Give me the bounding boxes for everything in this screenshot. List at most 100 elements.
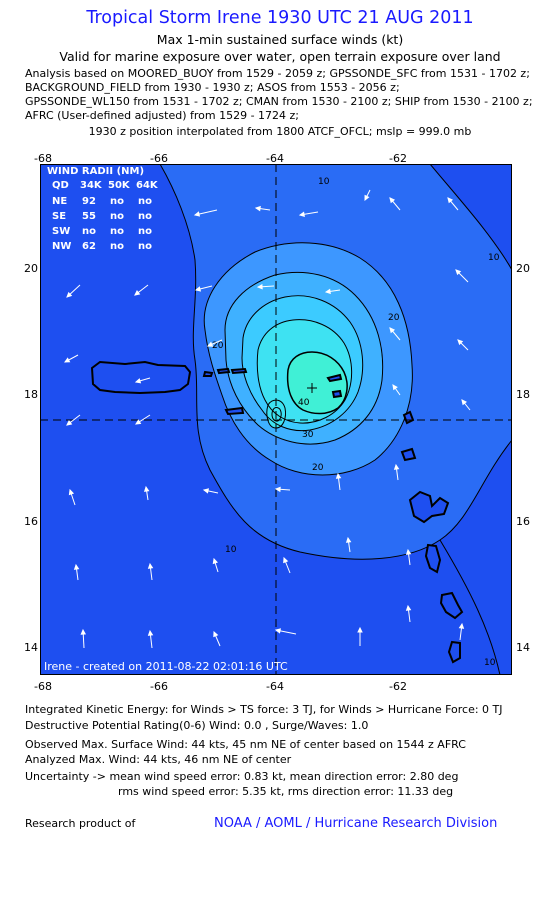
wind-arrow-head	[461, 399, 467, 406]
st-martin-outline	[331, 389, 343, 399]
lon-tick-bottom: -64	[266, 680, 284, 693]
lat-tick-left: 20	[24, 262, 38, 275]
wind-radii-col: QD	[52, 180, 69, 191]
contour-label: 10	[484, 658, 496, 668]
wind-arrow-head	[206, 341, 214, 347]
wind-arrow-head	[447, 197, 454, 204]
lon-tick-top: -68	[34, 152, 52, 165]
wind-arrow-head	[254, 205, 261, 212]
wind-arrow-head	[66, 291, 73, 298]
virgin-islands-outline	[202, 367, 248, 377]
contour-label: 20	[212, 341, 224, 351]
analyzed-max-line: Analyzed Max. Wind: 44 kts, 46 nm NE of …	[25, 753, 292, 766]
wind-arrow-head	[68, 488, 75, 496]
wind-radii-col: 64K	[136, 180, 159, 191]
hrd-link[interactable]: NOAA / AOML / Hurricane Research Divisio…	[214, 816, 498, 831]
lat-tick-right: 14	[516, 641, 530, 654]
analysis-line-4: AFRC (User-defined adjusted) from 1529 -…	[25, 109, 300, 122]
wind-arrow-head	[405, 604, 412, 611]
page-title: Tropical Storm Irene 1930 UTC 21 AUG 201…	[86, 8, 474, 28]
lon-tick-bottom: -66	[150, 680, 168, 693]
wind-radii-cell: no	[82, 226, 96, 237]
map-subtitle-validity: Valid for marine exposure over water, op…	[59, 49, 501, 64]
contour-label: 10	[318, 177, 330, 187]
observed-max-line: Observed Max. Surface Wind: 44 kts, 45 n…	[25, 738, 466, 751]
wind-arrow-head	[345, 536, 352, 543]
wind-radii-cell: 92	[82, 196, 96, 207]
wind-arrow-head	[364, 194, 370, 202]
wind-vectors	[63, 189, 471, 649]
wind-radii-cell: no	[138, 226, 152, 237]
wind-arrow-head	[283, 556, 289, 564]
wind-arrow-head	[147, 562, 154, 569]
wind-arrow-head	[256, 283, 263, 290]
wind-arrow-head	[63, 357, 71, 363]
antigua-outline	[400, 447, 417, 462]
contour-label: 10	[488, 253, 500, 263]
wind-radii-cell: 55	[82, 211, 96, 222]
barbuda-outline	[402, 410, 415, 425]
lon-tick-bottom: -68	[34, 680, 52, 693]
wind-radii-cell: no	[138, 241, 152, 252]
wind-radii-cell: no	[138, 196, 152, 207]
wind-radii-cell: no	[110, 226, 124, 237]
wind-arrow-head	[458, 622, 465, 629]
anguilla-outline	[326, 373, 343, 383]
lon-tick-bottom: -62	[389, 680, 407, 693]
wind-arrow-head	[405, 548, 412, 555]
wind-field-map: 10 10 10 10 20 20 20 30 40 10	[40, 164, 512, 675]
wind-radii-col: 34K	[80, 180, 103, 191]
wind-arrow-head	[143, 485, 150, 492]
lat-tick-right: 18	[516, 388, 530, 401]
wind-radii-cell: no	[110, 196, 124, 207]
dominica-outline	[424, 543, 442, 574]
dpr-line: Destructive Potential Rating(0-6) Wind: …	[25, 719, 369, 732]
wind-arrow-head	[73, 563, 80, 570]
wind-arrow-head	[135, 419, 142, 425]
created-stamp: Irene - created on 2011-08-22 02:01:16 U…	[44, 660, 288, 673]
wind-radii-cell: SW	[52, 226, 70, 237]
land-outlines	[90, 360, 464, 664]
wind-arrow-head	[455, 269, 462, 276]
contour-label: 30	[302, 430, 314, 440]
contour-label: 20	[312, 463, 324, 473]
center-crosshair	[40, 164, 512, 675]
lon-tick-top: -64	[266, 152, 284, 165]
st-lucia-outline	[447, 640, 461, 664]
lon-tick-top: -66	[150, 152, 168, 165]
wind-radii-cell: no	[138, 211, 152, 222]
uncertainty-line-1: Uncertainty -> mean wind speed error: 0.…	[25, 770, 459, 783]
wind-radii-cell: no	[110, 211, 124, 222]
lat-tick-right: 16	[516, 515, 530, 528]
analysis-line-2: BACKGROUND_FIELD from 1930 - 1930 z; ASO…	[25, 81, 400, 94]
wind-arrow-head	[134, 290, 141, 296]
wind-arrow-head	[80, 628, 87, 635]
wind-radii-col: 50K	[108, 180, 131, 191]
wind-radii-cell: NW	[52, 241, 71, 252]
position-line: 1930 z position interpolated from 1800 A…	[88, 125, 472, 138]
wind-arrow-head	[457, 339, 464, 346]
wind-radii-cell: SE	[52, 211, 66, 222]
wind-arrow-head	[147, 629, 154, 636]
footer-research-label: Research product of	[25, 817, 136, 830]
wind-arrow-head	[212, 557, 218, 565]
wind-arrow-head	[392, 384, 398, 391]
wind-arrow-head	[202, 488, 210, 494]
puerto-rico-outline	[90, 360, 192, 395]
wind-arrow-head	[274, 486, 281, 493]
wind-arrow-head	[298, 211, 305, 217]
wind-arrow-head	[193, 211, 201, 217]
contour-label: 20	[388, 313, 400, 323]
wind-radii-header: WIND RADII (NM)	[47, 166, 144, 177]
wind-arrow-head	[335, 472, 342, 479]
wind-radii-cell: no	[110, 241, 124, 252]
contour-lines	[159, 164, 512, 675]
wind-radii-cell: NE	[52, 196, 67, 207]
wind-arrow-head	[66, 420, 73, 426]
contour-label: 40	[298, 398, 310, 408]
contour-label: 10	[225, 545, 237, 555]
wind-arrow-head	[324, 288, 331, 295]
contour-40kt	[287, 352, 348, 414]
lat-tick-left: 14	[24, 641, 38, 654]
wind-arrow-head	[389, 327, 396, 334]
